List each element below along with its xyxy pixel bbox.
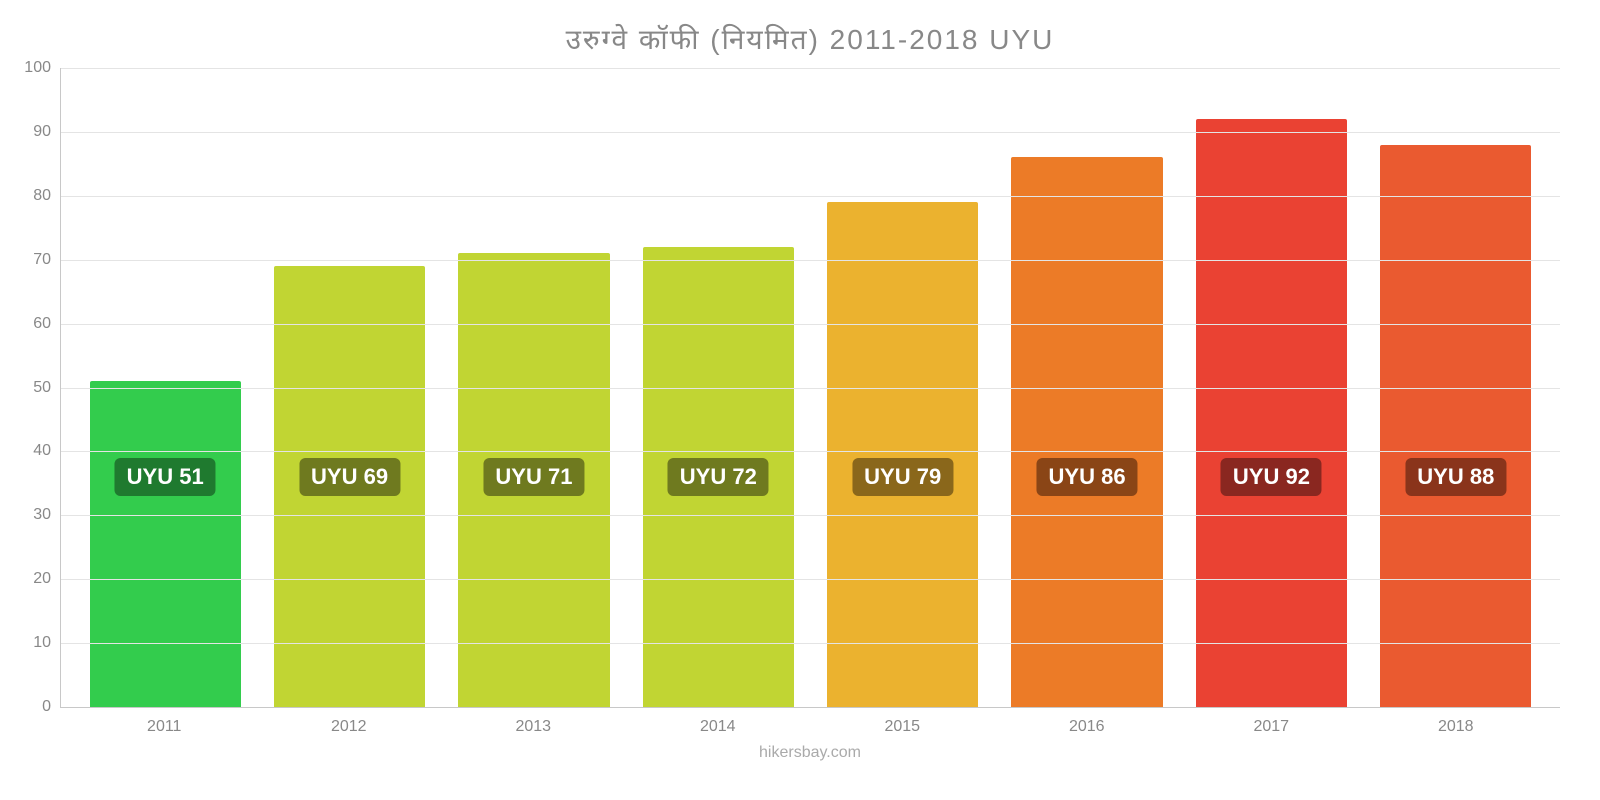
bar: UYU 69 (274, 266, 425, 707)
y-tick-label: 100 (24, 59, 61, 77)
credit-text: hikersbay.com (60, 744, 1560, 762)
y-tick-label: 70 (33, 251, 61, 269)
gridline (61, 515, 1560, 516)
value-badge: UYU 88 (1405, 458, 1506, 496)
x-tick-label: 2011 (72, 718, 257, 736)
gridline (61, 132, 1560, 133)
gridline (61, 579, 1560, 580)
y-tick-label: 10 (33, 634, 61, 652)
bar: UYU 79 (827, 202, 978, 707)
x-tick-label: 2017 (1179, 718, 1364, 736)
x-tick-label: 2014 (626, 718, 811, 736)
value-badge: UYU 79 (852, 458, 953, 496)
bar: UYU 88 (1380, 145, 1531, 707)
value-badge: UYU 71 (483, 458, 584, 496)
value-badge: UYU 92 (1221, 458, 1322, 496)
y-tick-label: 20 (33, 570, 61, 588)
x-tick-label: 2013 (441, 718, 626, 736)
chart-title: उरुग्वे कॉफी (नियमित) 2011-2018 UYU (60, 20, 1560, 58)
y-tick-label: 50 (33, 379, 61, 397)
gridline (61, 196, 1560, 197)
gridline (61, 388, 1560, 389)
bar: UYU 51 (90, 381, 241, 707)
x-tick-label: 2012 (257, 718, 442, 736)
y-tick-label: 40 (33, 442, 61, 460)
y-tick-label: 60 (33, 315, 61, 333)
value-badge: UYU 51 (115, 458, 216, 496)
chart-container: उरुग्वे कॉफी (नियमित) 2011-2018 UYU UYU … (0, 0, 1600, 800)
value-badge: UYU 72 (668, 458, 769, 496)
x-tick-label: 2015 (810, 718, 995, 736)
bar: UYU 92 (1196, 119, 1347, 707)
plot-area: UYU 51 UYU 69 UYU 71 UYU 72 UYU 79 UYU 86 UYU … (60, 68, 1560, 708)
y-tick-label: 30 (33, 506, 61, 524)
y-tick-label: 0 (42, 698, 61, 716)
x-tick-label: 2018 (1364, 718, 1549, 736)
gridline (61, 643, 1560, 644)
y-tick-label: 90 (33, 123, 61, 141)
bar: UYU 86 (1011, 157, 1162, 707)
value-badge: UYU 86 (1037, 458, 1138, 496)
x-tick-label: 2016 (995, 718, 1180, 736)
value-badge: UYU 69 (299, 458, 400, 496)
y-tick-label: 80 (33, 187, 61, 205)
gridline (61, 68, 1560, 69)
gridline (61, 451, 1560, 452)
gridline (61, 260, 1560, 261)
gridline (61, 324, 1560, 325)
bar: UYU 72 (643, 247, 794, 707)
bar: UYU 71 (458, 253, 609, 707)
x-axis-labels: 20112012201320142015201620172018 (60, 708, 1560, 736)
